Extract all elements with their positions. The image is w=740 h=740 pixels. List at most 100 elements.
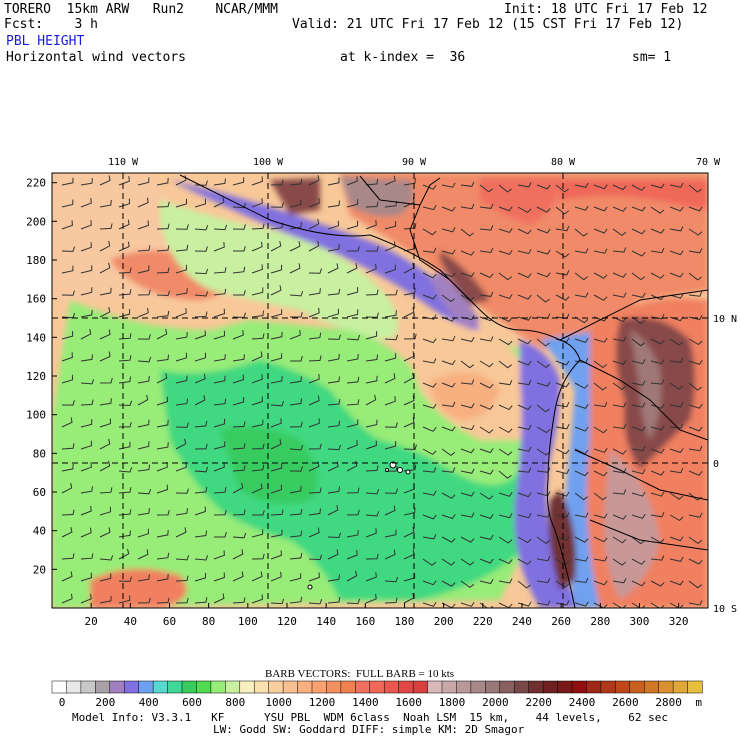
- wind-barb: [422, 514, 437, 520]
- wind-barb: [555, 448, 570, 455]
- wind-barb: [612, 316, 627, 323]
- wind-barb: [175, 332, 188, 340]
- wind-barb: [593, 513, 608, 519]
- wind-barb: [99, 262, 111, 274]
- wind-barb: [574, 205, 589, 211]
- lon-label: 70 W: [696, 157, 721, 168]
- wind-barb: [688, 470, 703, 476]
- colorbar-swatch: [282, 680, 299, 694]
- wind-barb: [252, 510, 265, 516]
- wind-barb: [441, 492, 456, 499]
- wind-barb: [308, 268, 322, 274]
- wind-barb: [99, 438, 111, 450]
- wind-barb: [156, 373, 168, 384]
- colorbar-swatch: [571, 680, 587, 694]
- wind-barb: [308, 198, 320, 208]
- wind-barb: [175, 288, 188, 296]
- wind-barb: [612, 206, 627, 212]
- wind-barb: [536, 448, 551, 456]
- wind-barb: [517, 404, 532, 411]
- wind-barb: [327, 420, 341, 428]
- wind-barb: [536, 184, 551, 190]
- wind-barb: [251, 198, 263, 208]
- wind-barb: [327, 376, 340, 384]
- wind-barb: [270, 463, 283, 472]
- wind-barb: [631, 206, 646, 212]
- wind-barb: [346, 376, 360, 384]
- colorbar-swatch: [412, 680, 429, 694]
- wind-barb: [289, 178, 303, 186]
- y-tick-label: 140: [26, 331, 46, 344]
- wind-barb: [460, 360, 474, 369]
- wind-barb: [99, 240, 111, 252]
- wind-barb: [327, 220, 340, 230]
- wind-barb: [175, 422, 189, 428]
- wind-barb: [593, 470, 608, 477]
- wind-barb: [574, 292, 589, 298]
- wind-barb: [251, 333, 265, 340]
- colorbar-swatch: [643, 680, 660, 694]
- wind-barb: [251, 571, 263, 582]
- wind-barb: [61, 417, 73, 428]
- colorbar-swatch: [355, 680, 371, 694]
- colorbar-swatch: [239, 680, 255, 694]
- wind-barb: [118, 576, 132, 582]
- colorbar-swatch: [109, 680, 125, 694]
- wind-barb: [365, 201, 379, 208]
- wind-barb: [422, 358, 437, 364]
- wind-barb: [232, 224, 246, 230]
- wind-barb: [612, 336, 627, 342]
- wind-barb: [669, 382, 684, 390]
- wind-barb: [631, 250, 646, 257]
- wind-barb: [593, 536, 608, 543]
- wind-barb: [194, 373, 206, 384]
- wind-barb: [593, 492, 607, 501]
- colorbar-label: 200: [95, 696, 115, 709]
- wind-barb: [669, 448, 684, 454]
- wind-barb: [498, 513, 513, 519]
- wind-barb: [346, 263, 358, 274]
- wind-barb: [327, 444, 342, 451]
- wind-barb: [61, 374, 74, 384]
- wind-barb: [669, 182, 684, 188]
- wind-barb: [422, 467, 437, 473]
- wind-barb: [251, 374, 263, 384]
- wind-barb: [232, 482, 244, 494]
- wind-barb: [593, 401, 608, 408]
- wind-barb: [479, 336, 494, 342]
- wind-barb: [612, 184, 627, 191]
- wind-barb: [403, 333, 417, 340]
- y-tick-label: 40: [33, 525, 46, 538]
- wind-barb: [574, 577, 589, 584]
- wind-barb: [61, 482, 73, 494]
- wind-barb: [441, 467, 456, 473]
- wind-barb: [650, 491, 665, 497]
- wind-barb: [612, 359, 627, 365]
- wind-barb: [156, 419, 169, 428]
- wind-barb: [574, 492, 588, 501]
- wind-barb: [365, 375, 378, 384]
- wind-barb: [593, 602, 608, 608]
- wind-barb: [612, 292, 627, 298]
- colorbar-swatch: [196, 680, 212, 694]
- wind-barb: [498, 228, 513, 233]
- y-tick-label: 180: [26, 254, 46, 267]
- wind-barb: [612, 489, 627, 495]
- wind-barb: [384, 264, 396, 274]
- wind-barb: [593, 206, 608, 212]
- wind-barb: [669, 556, 684, 562]
- wind-barb: [555, 206, 569, 215]
- wind-barb: [270, 202, 284, 208]
- wind-barb: [688, 580, 702, 589]
- wind-barb: [517, 513, 532, 519]
- x-tick-label: 20: [85, 615, 98, 628]
- wind-barb: [631, 359, 646, 365]
- k-index-label: at k-index = 36: [340, 50, 466, 65]
- wind-barb: [61, 265, 74, 274]
- wind-barb: [99, 223, 113, 230]
- wind-barb: [403, 572, 416, 582]
- wind-barb: [175, 555, 190, 561]
- wind-barb: [650, 338, 665, 345]
- wind-barb: [156, 177, 169, 186]
- wind-barb: [80, 379, 95, 385]
